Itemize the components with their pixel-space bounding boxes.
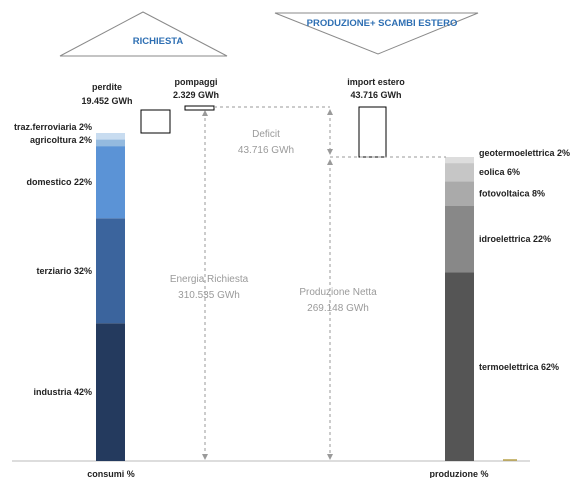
- perdite-value: 19.452 GWh: [81, 96, 132, 106]
- produzione-header-triangle: [274, 12, 479, 55]
- bar-segment: [445, 163, 474, 182]
- segment-label: fotovoltaica 8%: [479, 188, 545, 198]
- energia-richiesta-value: 310.535 GWh: [178, 290, 240, 301]
- produzione-netta-label: Produzione Netta: [299, 287, 377, 298]
- import-estero-value: 43.716 GWh: [350, 90, 401, 100]
- produzione-netta-arrow: [327, 159, 333, 460]
- deficit-arrow: [327, 109, 333, 155]
- bar-segment: [96, 146, 125, 219]
- segment-label: termoelettrica 62%: [479, 362, 559, 372]
- segment-label: agricoltura 2%: [30, 135, 92, 145]
- segment-label: idroelettrica 22%: [479, 234, 551, 244]
- import-estero-label: import estero: [347, 77, 405, 87]
- produzione-header-label: PRODUZIONE+ SCAMBI ESTERO: [307, 18, 458, 29]
- bar-segment: [96, 323, 125, 461]
- perdite-label: perdite: [92, 82, 122, 92]
- bar-segment: [96, 218, 125, 324]
- perdite-box: [140, 109, 171, 134]
- bar-segment: [96, 133, 125, 140]
- bar-segment: [445, 181, 474, 206]
- consumi-stacked-bar: [96, 133, 125, 461]
- bar-segment: [96, 139, 125, 147]
- segment-label: industria 42%: [33, 387, 92, 397]
- import-estero-box: [358, 106, 387, 158]
- segment-labels: industria 42% terziario 32% domestico 22% a…: [14, 122, 570, 397]
- bar-segment: [445, 272, 474, 461]
- segment-label: domestico 22%: [26, 177, 92, 187]
- segment-label: geotermoelettrica 2%: [479, 148, 570, 158]
- bar-segment: [445, 157, 474, 164]
- richiesta-header-triangle: [59, 11, 228, 57]
- produzione-netta-value: 269.148 GWh: [307, 303, 369, 314]
- richiesta-header-label: RICHIESTA: [133, 36, 184, 47]
- deficit-label: Deficit: [252, 129, 280, 140]
- bar-segment: [445, 205, 474, 273]
- consumi-axis-label: consumi %: [87, 469, 135, 478]
- produzione-axis-label: produzione %: [430, 469, 489, 478]
- segment-label: eolica 6%: [479, 167, 520, 177]
- segment-label: terziario 32%: [36, 266, 92, 276]
- pompaggi-label: pompaggi: [175, 77, 218, 87]
- segment-label: traz.ferroviaria 2%: [14, 122, 92, 132]
- energia-richiesta-arrow: [202, 110, 208, 460]
- pompaggi-value: 2.329 GWh: [173, 90, 219, 100]
- produzione-stacked-bar: [445, 157, 474, 461]
- deficit-value: 43.716 GWh: [238, 145, 294, 156]
- energia-richiesta-label: Energia Richiesta: [170, 274, 249, 285]
- pompaggi-box: [184, 105, 215, 111]
